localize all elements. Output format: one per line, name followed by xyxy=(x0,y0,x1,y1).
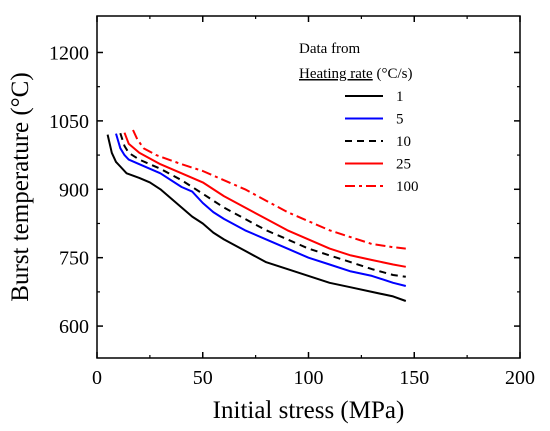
series-line-100 xyxy=(132,129,406,250)
legend-heating-rate-label: Heating rate xyxy=(299,66,373,82)
y-tick-label-900: 900 xyxy=(59,179,89,201)
series-line-10 xyxy=(119,132,406,278)
x-tick-label-0: 0 xyxy=(92,367,102,389)
y-axis-label: Burst temperature (°C) xyxy=(7,72,34,301)
y-tick-label-1200: 1200 xyxy=(49,42,89,64)
legend-label-1: 1 xyxy=(396,89,404,105)
plot-area: 0 50 100 150 200 600 750 900 1050 1200 xyxy=(49,15,535,389)
y-tick-label-750: 750 xyxy=(59,248,89,270)
series-line-5 xyxy=(115,133,407,287)
x-tick-label-200: 200 xyxy=(505,367,535,389)
legend-label-25: 25 xyxy=(396,157,411,173)
legend-label-5: 5 xyxy=(396,112,404,128)
legend: Data from Heating rate (°C/s) 1 5 10 25 100 xyxy=(299,41,419,195)
series-line-1 xyxy=(106,134,407,302)
x-tick-label-100: 100 xyxy=(294,367,324,389)
x-axis-label: Initial stress (MPa) xyxy=(213,397,405,424)
legend-heating-rate-unit: (°C/s) xyxy=(373,66,413,82)
legend-title-data-from: Data from xyxy=(299,41,361,57)
legend-label-10: 10 xyxy=(396,134,411,150)
series-line-25 xyxy=(123,132,406,268)
ticks-group: 0 50 100 150 200 600 750 900 1050 1200 xyxy=(49,16,535,389)
x-tick-label-150: 150 xyxy=(399,367,429,389)
x-tick-label-50: 50 xyxy=(193,367,213,389)
legend-label-100: 100 xyxy=(396,179,419,195)
y-tick-label-600: 600 xyxy=(59,316,89,338)
series-group xyxy=(106,129,407,302)
legend-title-heating-rate: Heating rate (°C/s) xyxy=(299,66,412,82)
y-tick-label-1050: 1050 xyxy=(49,111,89,133)
legend-entries: 1 5 10 25 100 xyxy=(345,89,419,195)
